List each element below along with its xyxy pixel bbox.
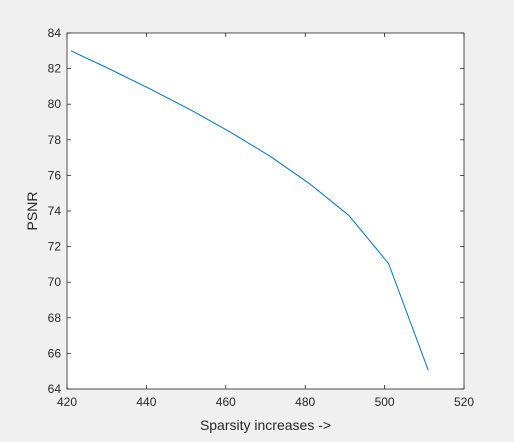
y-tick-label: 84 — [48, 26, 62, 40]
x-tick-label: 520 — [454, 395, 474, 409]
x-axis-ticks: 420 440 460 480 500 520 — [57, 33, 474, 409]
series-line — [70, 50, 429, 371]
y-tick-label: 78 — [48, 133, 62, 147]
data-point — [428, 370, 429, 371]
data-point — [70, 50, 71, 51]
y-axis-label: PSNR — [24, 192, 40, 231]
x-tick-label: 500 — [375, 395, 395, 409]
y-tick-label: 68 — [48, 311, 62, 325]
x-tick-label: 460 — [216, 395, 236, 409]
data-point — [190, 109, 191, 110]
y-tick-label: 66 — [48, 346, 62, 360]
x-tick-label: 480 — [295, 395, 315, 409]
y-tick-label: 74 — [48, 204, 62, 218]
y-tick-label: 70 — [48, 275, 62, 289]
plot-frame — [66, 32, 465, 390]
y-tick-label: 82 — [48, 62, 62, 76]
data-point — [110, 69, 111, 70]
x-tick-label: 440 — [136, 395, 156, 409]
x-axis-label: Sparsity increases -> — [200, 417, 331, 433]
data-point — [388, 263, 389, 264]
y-tick-label: 72 — [48, 240, 62, 254]
data-point — [309, 183, 310, 184]
y-tick-label: 76 — [48, 168, 62, 182]
data-point — [150, 89, 151, 90]
data-point — [348, 215, 349, 216]
data-point — [229, 131, 230, 132]
series-layer — [70, 50, 429, 371]
y-tick-label: 80 — [48, 97, 62, 111]
plot-area — [67, 33, 464, 389]
x-tick-label: 420 — [57, 395, 77, 409]
data-point — [269, 155, 270, 156]
y-tick-label: 64 — [48, 382, 62, 396]
